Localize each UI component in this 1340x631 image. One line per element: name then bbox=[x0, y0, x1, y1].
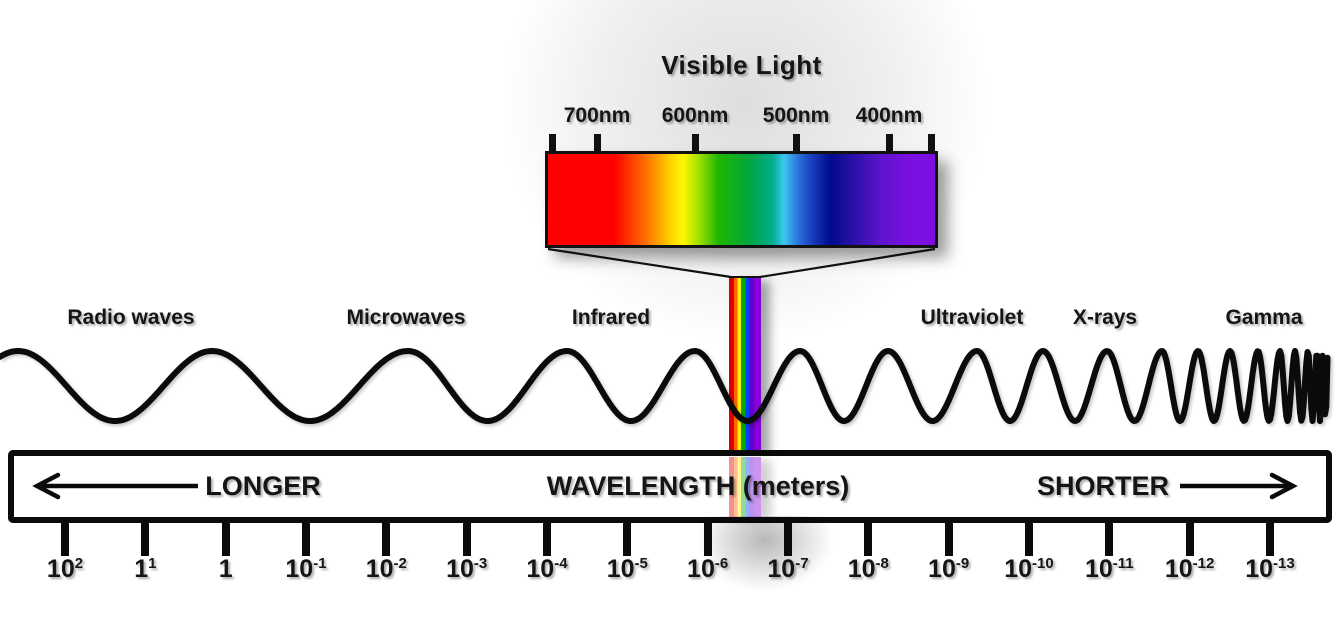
scale-tick-6 bbox=[542, 522, 551, 556]
scale-label-15: 10-13 bbox=[1225, 555, 1315, 584]
scale-label-exponent: -6 bbox=[714, 555, 729, 572]
scale-label-base: 10 bbox=[365, 555, 394, 583]
scale-label-exponent: -13 bbox=[1273, 555, 1295, 572]
visible-spectrum-bar bbox=[545, 151, 938, 248]
scale-label-exponent: -5 bbox=[634, 555, 648, 572]
scale-label-5: 10-3 bbox=[422, 555, 512, 584]
scale-label-14: 10-12 bbox=[1145, 555, 1235, 584]
visible-light-title: Visible Light bbox=[661, 50, 822, 80]
scale-label-exponent: -3 bbox=[473, 555, 488, 572]
nm-label-500nm: 500nm bbox=[762, 104, 830, 127]
scale-label-3: 10-1 bbox=[261, 555, 351, 584]
scale-tick-2 bbox=[221, 522, 230, 556]
scale-tick-0 bbox=[61, 522, 69, 556]
visible-light-strip bbox=[729, 276, 761, 452]
scale-label-exponent: -7 bbox=[795, 555, 809, 572]
longer-label: LONGER bbox=[205, 471, 321, 501]
scale-label-exponent: 1 bbox=[148, 555, 157, 572]
scale-label-exponent: -2 bbox=[393, 555, 407, 572]
scale-tick-4 bbox=[382, 522, 391, 556]
scale-tick-8 bbox=[703, 522, 712, 556]
scale-label-exponent: -11 bbox=[1112, 555, 1134, 572]
nm-tick-0 bbox=[548, 134, 556, 153]
scale-tick-3 bbox=[301, 522, 310, 556]
scale-label-4: 10-2 bbox=[341, 555, 431, 584]
em-wave-path bbox=[0, 348, 1331, 424]
scale-label-base: 10 bbox=[446, 555, 474, 583]
scale-label-base: 10 bbox=[1004, 555, 1033, 583]
band-label-radio-waves: Radio waves bbox=[67, 306, 195, 329]
nm-tick-1 bbox=[593, 134, 601, 153]
scale-label-1: 11 bbox=[100, 555, 190, 584]
scale-label-12: 10-10 bbox=[984, 555, 1074, 584]
band-label-gamma: Gamma bbox=[1225, 306, 1303, 329]
scale-tick-7 bbox=[623, 522, 632, 556]
scale-label-exponent: -9 bbox=[955, 555, 970, 572]
scale-label-base: 1 bbox=[218, 555, 233, 583]
scale-label-9: 10-7 bbox=[743, 555, 833, 584]
scale-tick-13 bbox=[1105, 522, 1114, 556]
scale-tick-14 bbox=[1185, 522, 1194, 556]
wavelength-label: WAVELENGTH (meters) bbox=[546, 471, 850, 501]
shorter-label: SHORTER bbox=[1036, 471, 1169, 501]
band-label-infrared: Infrared bbox=[571, 306, 651, 329]
wavelength-axis-box bbox=[8, 450, 1332, 523]
scale-label-exponent: -12 bbox=[1192, 555, 1215, 572]
scale-label-base: 10 bbox=[1245, 555, 1273, 583]
scale-label-2: 1 bbox=[181, 555, 271, 584]
visible-light-strip-pastel bbox=[729, 457, 761, 517]
scale-tick-9 bbox=[783, 522, 792, 556]
scale-tick-11 bbox=[944, 522, 953, 556]
scale-label-11: 10-9 bbox=[904, 555, 994, 584]
scale-tick-5 bbox=[462, 522, 471, 556]
scale-label-base: 10 bbox=[46, 555, 75, 583]
band-label-ultraviolet: Ultraviolet bbox=[920, 306, 1024, 329]
scale-label-8: 10-6 bbox=[663, 555, 753, 584]
band-label-x-rays: X-rays bbox=[1072, 306, 1138, 329]
scale-label-base: 10 bbox=[767, 555, 796, 583]
nm-label-600nm: 600nm bbox=[661, 104, 729, 127]
scale-label-base: 1 bbox=[134, 555, 149, 583]
scale-tick-10 bbox=[864, 522, 873, 556]
nm-label-700nm: 700nm bbox=[563, 104, 631, 127]
scale-label-base: 10 bbox=[847, 555, 876, 583]
scale-label-base: 10 bbox=[285, 555, 314, 583]
scale-label-6: 10-4 bbox=[502, 555, 592, 584]
scale-label-exponent: 2 bbox=[74, 555, 84, 572]
scale-label-base: 10 bbox=[1084, 555, 1113, 583]
scale-label-exponent: -10 bbox=[1032, 555, 1054, 572]
scale-label-exponent: -4 bbox=[554, 555, 568, 572]
nm-tick-2 bbox=[691, 134, 699, 153]
scale-label-7: 10-5 bbox=[582, 555, 672, 584]
scale-label-base: 10 bbox=[928, 555, 956, 583]
scale-label-13: 10-11 bbox=[1064, 555, 1154, 584]
scale-tick-12 bbox=[1024, 522, 1033, 556]
nm-tick-5 bbox=[927, 134, 935, 153]
scale-tick-15 bbox=[1265, 522, 1274, 556]
scale-label-base: 10 bbox=[687, 555, 715, 583]
scale-label-base: 10 bbox=[606, 555, 635, 583]
strip-under-shadow bbox=[690, 516, 840, 596]
scale-label-base: 10 bbox=[1164, 555, 1193, 583]
scale-label-exponent: -8 bbox=[875, 555, 889, 572]
nm-tick-4 bbox=[885, 134, 893, 153]
nm-label-400nm: 400nm bbox=[855, 104, 923, 127]
band-label-microwaves: Microwaves bbox=[346, 306, 466, 329]
scale-label-base: 10 bbox=[526, 555, 555, 583]
scale-label-exponent: -1 bbox=[313, 555, 327, 572]
scale-label-10: 10-8 bbox=[823, 555, 913, 584]
scale-label-0: 102 bbox=[20, 555, 110, 584]
scale-tick-1 bbox=[141, 522, 150, 556]
nm-tick-3 bbox=[792, 134, 800, 153]
